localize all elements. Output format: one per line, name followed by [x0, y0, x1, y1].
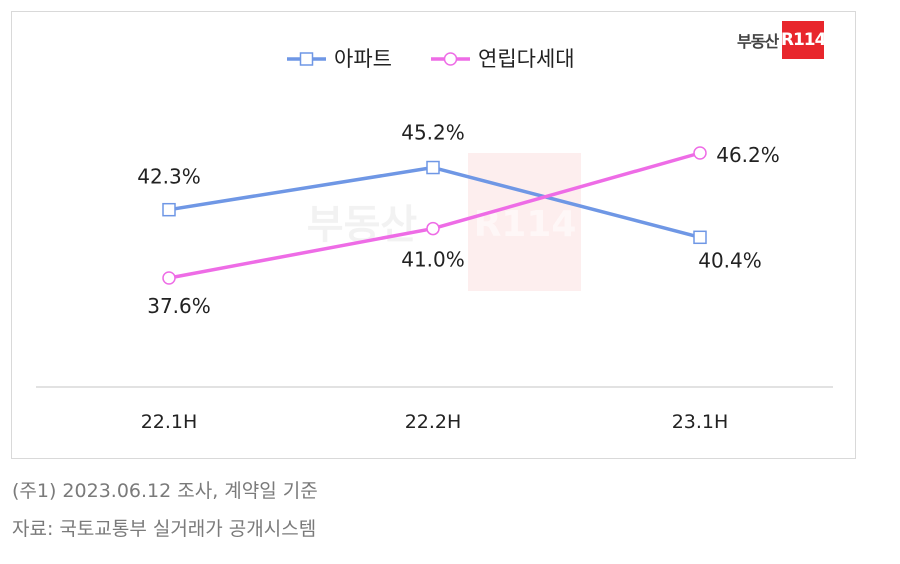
legend-label: 연립다세대 — [478, 47, 575, 71]
data-label: 37.6% — [147, 294, 211, 318]
data-label: 41.0% — [401, 248, 465, 272]
legend-marker — [443, 52, 458, 66]
data-label: 42.3% — [137, 165, 201, 189]
x-tick-label: 22.2H — [405, 411, 462, 433]
x-tick-label: 23.1H — [672, 411, 729, 433]
legend-label: 아파트 — [334, 47, 392, 71]
brand-logo: 부동산 R114 — [737, 21, 826, 59]
source-note: 자료: 국토교통부 실거래가 공개시스템 — [12, 518, 317, 540]
watermark-badge — [468, 153, 581, 291]
legend-marker — [299, 52, 314, 66]
data-label: 40.4% — [698, 248, 762, 272]
data-point — [162, 271, 176, 285]
footnote: (주1) 2023.06.12 조사, 계약일 기준 — [12, 480, 318, 502]
data-label: 46.2% — [716, 143, 780, 167]
watermark-box-text: R114 — [474, 204, 577, 245]
data-label: 45.2% — [401, 121, 465, 145]
data-point — [162, 202, 176, 217]
data-point — [693, 146, 707, 160]
brand-text: 부동산 — [737, 32, 779, 51]
x-tick-label: 22.1H — [141, 411, 198, 433]
data-point — [693, 230, 707, 245]
brand-badge: R114 — [781, 21, 826, 59]
data-point — [426, 160, 440, 175]
data-point — [426, 221, 440, 236]
